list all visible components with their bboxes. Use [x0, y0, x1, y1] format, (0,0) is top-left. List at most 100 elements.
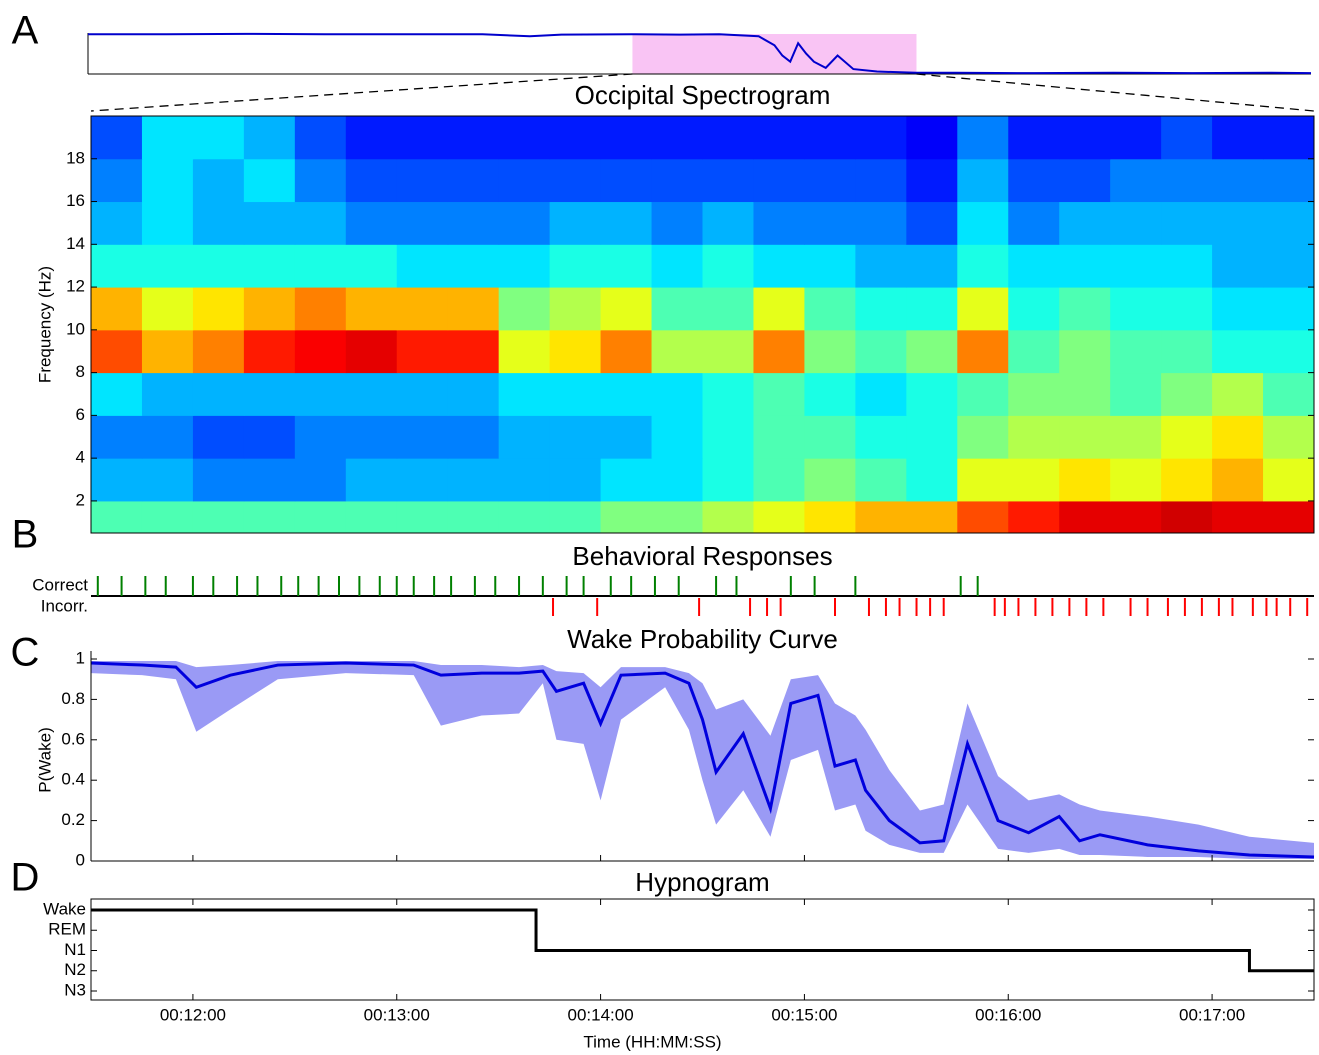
heatmap-cell	[192, 116, 245, 160]
heatmap-cell	[192, 244, 245, 288]
x-tick-label: 00:13:00	[364, 1005, 430, 1024]
heatmap-cell	[600, 415, 653, 459]
legend-label: Correct	[32, 575, 88, 594]
heatmap-cell	[855, 158, 907, 203]
heatmap-cell	[600, 244, 653, 288]
heatmap-cell	[91, 458, 143, 502]
heatmap-cell	[651, 329, 703, 374]
heatmap-cell	[753, 244, 805, 288]
y-tick-label: REM	[48, 920, 86, 939]
y-tick-label: 0.8	[61, 689, 85, 708]
heatmap-cell	[651, 415, 703, 459]
legend-label: Incorr.	[41, 596, 88, 615]
heatmap-cell	[804, 201, 856, 245]
heatmap-cell	[1110, 116, 1162, 160]
heatmap-cell	[906, 244, 958, 288]
y-axis-label: P(Wake)	[35, 727, 54, 793]
panel-label: C	[11, 631, 40, 675]
heatmap-cell	[855, 244, 907, 288]
heatmap-cell	[957, 415, 1009, 459]
heatmap-cell	[702, 116, 754, 160]
chart-title: Wake Probability Curve	[567, 624, 838, 654]
heatmap-cell	[549, 500, 602, 534]
heatmap-cell	[294, 201, 347, 245]
heatmap-cell	[345, 458, 398, 502]
overview-line	[88, 32, 1312, 75]
heatmap-cell	[447, 287, 500, 331]
confidence-band	[91, 661, 1314, 859]
heatmap-cell	[1212, 116, 1264, 160]
heatmap-cell	[1263, 372, 1315, 416]
heatmap-cell	[549, 287, 602, 331]
heatmap-cell	[1161, 458, 1213, 502]
heatmap-cell	[753, 500, 805, 534]
heatmap-cell	[294, 458, 347, 502]
y-tick-label: N2	[64, 960, 86, 979]
heatmap-cell	[498, 158, 551, 203]
heatmap-cell	[1161, 500, 1213, 534]
heatmap-cell	[1110, 287, 1162, 331]
heatmap-cell	[804, 287, 856, 331]
heatmap-cell	[91, 116, 143, 160]
heatmap-cell	[600, 287, 653, 331]
heatmap-cell	[91, 329, 143, 374]
heatmap-cell	[1161, 372, 1213, 416]
heatmap-cell	[243, 287, 296, 331]
y-tick-label: 0.6	[61, 729, 85, 748]
y-tick-label: 18	[66, 148, 85, 167]
heatmap-cell	[1110, 372, 1162, 416]
heatmap-cell	[753, 201, 805, 245]
heatmap-cell	[192, 415, 245, 459]
heatmap-cell	[549, 329, 602, 374]
x-tick-label: 00:16:00	[975, 1005, 1041, 1024]
panel-label: B	[12, 513, 39, 557]
heatmap-cell	[1008, 116, 1060, 160]
heatmap-cell	[957, 372, 1009, 416]
heatmap-cell	[906, 372, 958, 416]
heatmap-cell	[651, 458, 703, 502]
heatmap-cell	[906, 287, 958, 331]
heatmap-cell	[345, 415, 398, 459]
heatmap-cell	[1110, 458, 1162, 502]
y-tick-label: 0	[76, 850, 85, 869]
x-axis-label: Time (HH:MM:SS)	[583, 1032, 721, 1051]
heatmap	[91, 116, 1315, 534]
heatmap-cell	[957, 244, 1009, 288]
heatmap-cell	[957, 116, 1009, 160]
zoom-connector	[916, 73, 1315, 112]
y-tick-label: 10	[66, 319, 85, 338]
heatmap-cell	[294, 244, 347, 288]
heatmap-cell	[702, 329, 754, 374]
heatmap-cell	[906, 500, 958, 534]
heatmap-cell	[396, 415, 449, 459]
heatmap-cell	[906, 458, 958, 502]
heatmap-cell	[91, 500, 143, 534]
heatmap-cell	[141, 458, 194, 502]
heatmap-cell	[498, 500, 551, 534]
heatmap-cell	[1263, 500, 1315, 534]
heatmap-cell	[243, 372, 296, 416]
heatmap-cell	[1008, 458, 1060, 502]
heatmap-cell	[753, 329, 805, 374]
heatmap-cell	[294, 372, 347, 416]
heatmap-cell	[906, 415, 958, 459]
y-tick-label: 2	[76, 490, 85, 509]
heatmap-cell	[345, 158, 398, 203]
heatmap-cell	[651, 287, 703, 331]
heatmap-cell	[855, 116, 907, 160]
heatmap-cell	[906, 158, 958, 203]
heatmap-cell	[753, 158, 805, 203]
heatmap-cell	[447, 116, 500, 160]
y-tick-label: Wake	[43, 899, 86, 918]
heatmap-cell	[651, 500, 703, 534]
heatmap-cell	[702, 372, 754, 416]
heatmap-cell	[549, 244, 602, 288]
heatmap-cell	[1263, 415, 1315, 459]
probability-line	[90, 661, 1315, 859]
heatmap-cell	[957, 329, 1009, 374]
heatmap-cell	[447, 244, 500, 288]
zoom-connector	[90, 73, 633, 112]
heatmap-cell	[651, 372, 703, 416]
panel-label: D	[11, 856, 40, 900]
heatmap-cell	[345, 329, 398, 374]
